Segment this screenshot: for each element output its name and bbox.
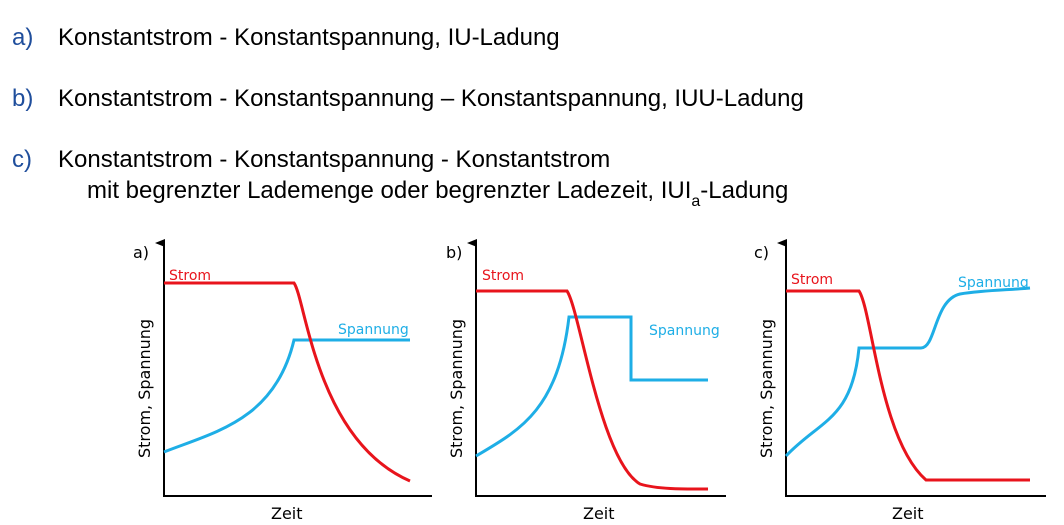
list-text-c-line2-end: -Ladung (700, 177, 789, 204)
diagram-b: b) Strom, Spannung Zeit Strom Spannung (446, 239, 726, 523)
diagram-label-a: a) (133, 243, 149, 262)
spannung-label-c: Spannung (958, 275, 1029, 291)
spannung-curve-c (784, 286, 1031, 458)
strom-curve-b (476, 289, 709, 491)
strom-curve-a (164, 281, 411, 483)
y-axis-label-a: Strom, Spannung (135, 319, 154, 458)
diagram-a: a) Strom, Spannung Zeit Strom Spannung (133, 239, 432, 523)
subscript-a: a (691, 193, 701, 210)
strom-curve-c (786, 289, 1030, 482)
x-axis-label-c: Zeit (892, 504, 924, 523)
list-text-b: Konstantstrom - Konstantspannung – Konst… (58, 85, 804, 112)
diagram-label-b: b) (446, 243, 462, 262)
list-text-a: Konstantstrom - Konstantspannung, IU-Lad… (58, 24, 560, 51)
list-marker-b: b) (12, 85, 34, 112)
list-text-c: Konstantstrom - Konstantspannung - Konst… (58, 146, 611, 173)
spannung-label-b: Spannung (649, 323, 720, 339)
strom-label-a: Strom (169, 268, 211, 284)
list-item-c-line2: mit begrenzter Lademenge oder begrenzter… (87, 177, 789, 210)
spannung-curve-a (163, 338, 410, 454)
x-axis-label-a: Zeit (271, 504, 303, 523)
x-axis-label-b: Zeit (583, 504, 615, 523)
list-marker-a: a) (12, 24, 34, 51)
diagram-label-c: c) (754, 243, 769, 262)
y-axis-label-b: Strom, Spannung (447, 319, 466, 458)
y-axis-label-c: Strom, Spannung (757, 319, 776, 458)
spannung-label-a: Spannung (338, 322, 409, 338)
strom-label-b: Strom (482, 268, 524, 284)
diagram-c: c) Strom, Spannung Zeit Strom Spannung (754, 239, 1046, 523)
list-marker-c: c) (12, 146, 32, 173)
strom-label-c: Strom (791, 272, 833, 288)
list-text-c-line2: mit begrenzter Lademenge oder begrenzter… (87, 177, 692, 204)
spannung-curve-b (475, 315, 708, 458)
